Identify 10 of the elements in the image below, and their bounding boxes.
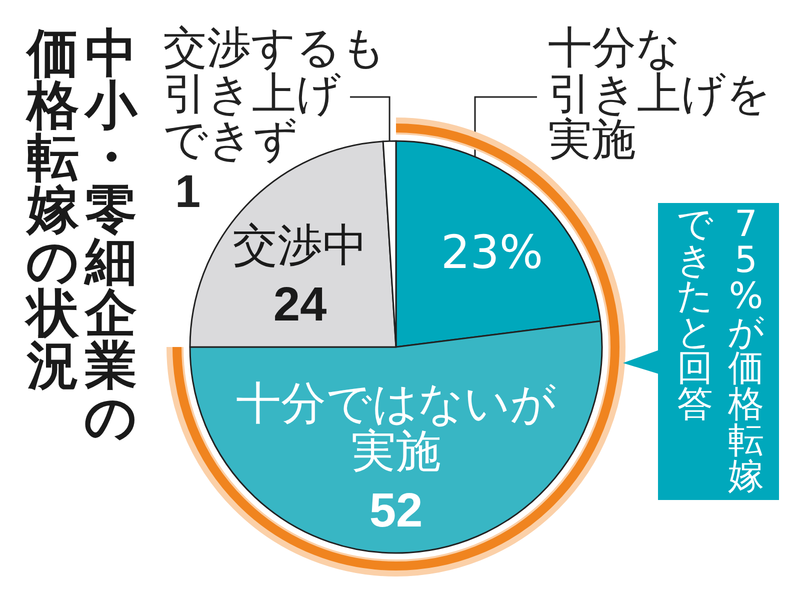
data-label: 1 <box>175 165 201 217</box>
data-label: 23% <box>440 225 544 279</box>
data-label: 24 <box>273 278 327 332</box>
text: 75%が価格転嫁できたと回答 <box>676 204 764 497</box>
data-label: 52 <box>369 484 423 538</box>
slice-label: 十分ではないが実施 <box>236 378 556 476</box>
slice-label: 十分な引き上げを実施 <box>548 24 771 164</box>
chart-title: 中小・零細企業の価格転嫁の状況 <box>26 24 137 448</box>
slice-label: 交渉するも引き上げできず <box>163 24 386 164</box>
slice-label: 交渉中 <box>232 220 368 270</box>
